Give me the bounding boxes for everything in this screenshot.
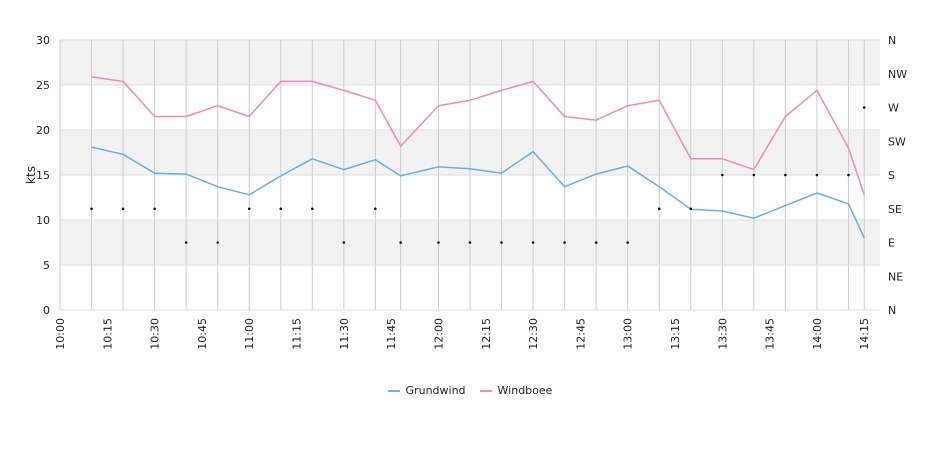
direction-point: [689, 207, 693, 211]
y-tick-label: 5: [43, 259, 50, 272]
direction-point: [399, 241, 402, 244]
series-line-windboee: [91, 76, 865, 196]
x-tick-label: 11:30: [338, 318, 351, 350]
y2-tick-label: SW: [888, 135, 906, 148]
x-tick-label: 12:45: [574, 318, 587, 350]
x-tick-label: 14:15: [858, 318, 871, 350]
y-tick-label: 0: [43, 304, 50, 317]
direction-point: [563, 241, 566, 244]
y-axis-ticks: 0 5 10 15 20 25 30: [36, 34, 50, 317]
x-tick-label: 13:45: [764, 318, 777, 350]
direction-points: [90, 106, 866, 244]
direction-point: [862, 106, 866, 109]
direction-point: [500, 241, 503, 244]
x-tick-label: 11:00: [243, 318, 256, 350]
legend: Grundwind Windboee: [0, 384, 940, 397]
series-line-grundwind: [91, 146, 865, 239]
direction-point: [626, 241, 629, 244]
direction-point: [153, 207, 156, 211]
legend-label-grundwind: Grundwind: [405, 384, 466, 397]
x-tick-label: 10:45: [196, 318, 209, 350]
direction-point: [216, 241, 219, 244]
direction-point: [594, 241, 598, 244]
legend-item-grundwind[interactable]: Grundwind: [387, 384, 466, 397]
y-tick-label: 30: [36, 34, 50, 47]
direction-point: [437, 241, 440, 244]
direction-point: [311, 207, 314, 211]
x-tick-label: 14:00: [811, 318, 824, 350]
x-tick-label: 10:15: [101, 318, 114, 350]
x-tick-label: 10:00: [54, 318, 67, 350]
x-tick-label: 11:45: [385, 318, 398, 350]
direction-point: [121, 207, 125, 211]
horizontal-grid: [60, 39, 880, 311]
x-tick-label: 12:00: [432, 318, 445, 350]
x-tick-label: 12:30: [527, 318, 540, 350]
y-tick-label: 15: [36, 169, 50, 182]
direction-point: [531, 241, 535, 244]
x-tick-label: 10:30: [149, 318, 162, 350]
x-tick-label: 13:15: [669, 318, 682, 350]
y-tick-label: 10: [36, 214, 50, 227]
x-tick-label: 11:15: [291, 318, 304, 350]
y-tick-label: 20: [36, 124, 50, 137]
y2-tick-label: NE: [888, 270, 903, 283]
y2-tick-label: W: [888, 102, 899, 115]
direction-point: [247, 207, 251, 211]
x-tick-label: 12:15: [480, 318, 493, 350]
y2-tick-label: E: [888, 237, 895, 250]
y-tick-label: 25: [36, 79, 50, 92]
direction-point: [342, 241, 346, 244]
direction-point: [374, 207, 377, 211]
direction-point: [468, 241, 472, 244]
legend-swatch-windboee: [479, 389, 492, 392]
y2-tick-label: S: [888, 169, 895, 182]
direction-point: [279, 207, 283, 211]
direction-point: [847, 173, 850, 177]
direction-point: [184, 241, 188, 244]
legend-label-windboee: Windboee: [497, 384, 553, 397]
direction-point: [784, 173, 787, 177]
direction-point: [815, 173, 819, 177]
direction-point: [657, 207, 661, 211]
direction-point: [90, 207, 93, 211]
series-lines: [91, 76, 865, 239]
direction-point: [721, 173, 724, 177]
y2-axis-ticks: N NE E SE S SW W NW N: [888, 34, 907, 317]
y2-tick-label: SE: [888, 203, 902, 216]
x-tick-label: 13:00: [622, 318, 635, 350]
x-axis-ticks: 10:00 10:15 10:30 10:45 11:00 11:15 11:30 11:45…: [54, 318, 871, 350]
direction-point: [752, 173, 756, 177]
y-axis-label: kts: [24, 166, 38, 184]
y2-tick-label: NW: [888, 68, 907, 81]
x-tick-label: 13:30: [716, 318, 729, 350]
y2-tick-label: N: [888, 304, 896, 317]
legend-item-windboee[interactable]: Windboee: [479, 384, 553, 397]
legend-swatch-grundwind: [387, 389, 400, 392]
y2-tick-label: N: [888, 34, 896, 47]
